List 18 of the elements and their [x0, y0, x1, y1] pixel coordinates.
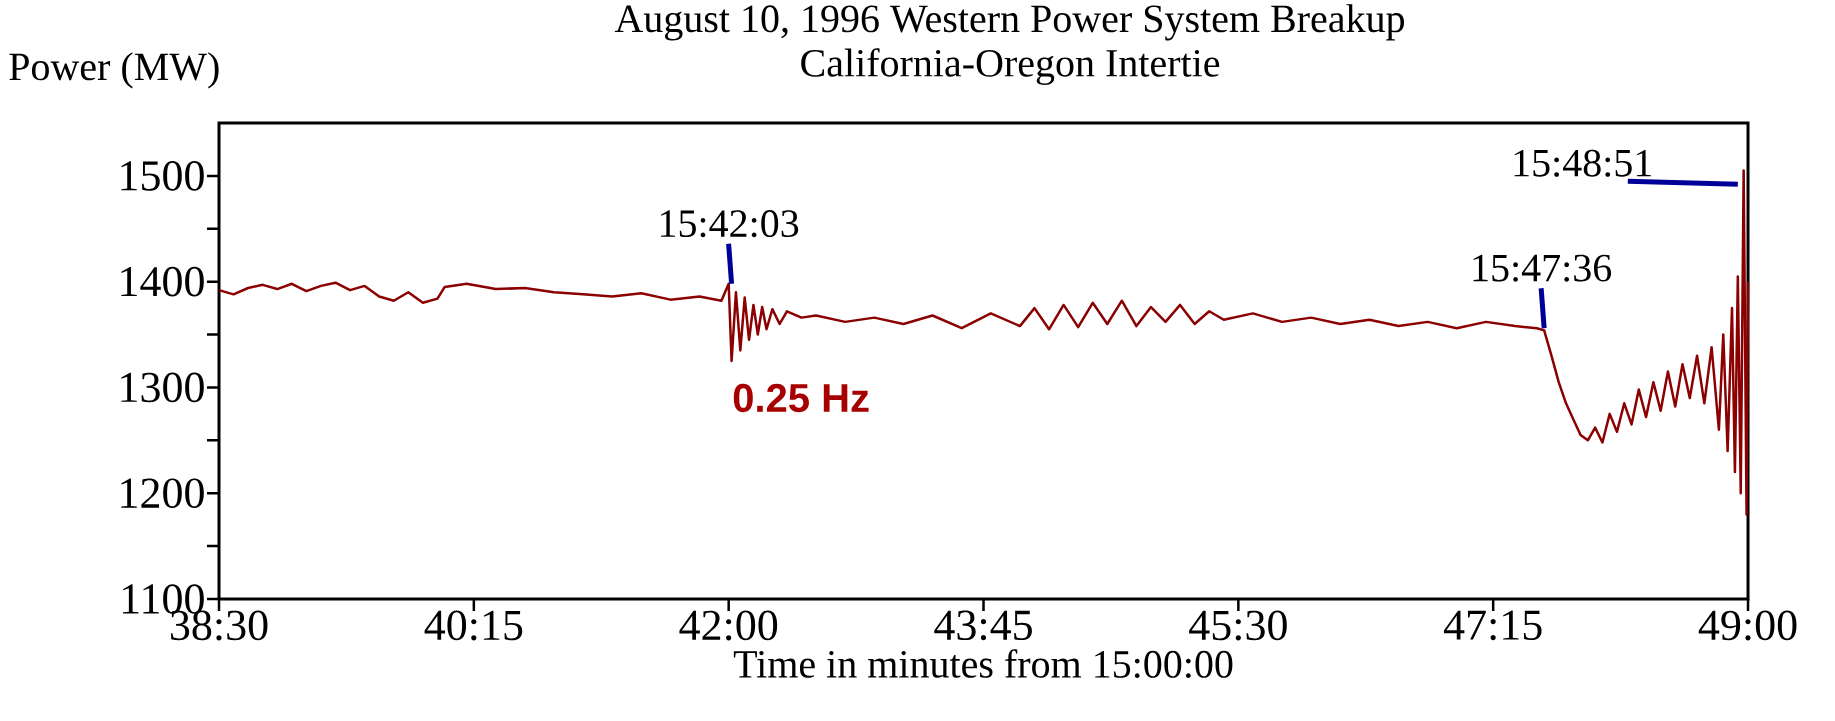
y-axis-title: Power (MW): [9, 52, 219, 89]
x-tick-label: 42:00: [679, 610, 778, 641]
annotation: 15:42:03: [660, 210, 799, 238]
x-tick-label: 40:15: [424, 610, 523, 641]
y-tick-label: 1300: [121, 372, 204, 403]
annotation: 0.25 Hz: [733, 383, 869, 413]
annotation: 15:48:51: [1514, 149, 1651, 177]
x-axis-title: Time in minutes from 15:00:00: [733, 649, 1233, 679]
y-tick-label: 1500: [121, 161, 204, 191]
chart-subtitle: California-Oregon Intertie: [801, 48, 1220, 85]
y-tick-label: 1200: [121, 478, 204, 509]
annotation: 15:47:36: [1473, 254, 1612, 282]
chart-title: August 10, 1996 Western Power System Breakup: [614, 4, 1404, 41]
x-tick-label: 49:00: [1698, 610, 1797, 641]
x-tick-label: 43:45: [934, 610, 1032, 641]
x-tick-label: 45:30: [1189, 610, 1287, 641]
x-tick-label: 47:15: [1443, 610, 1542, 641]
y-tick-label: 1400: [121, 266, 204, 297]
